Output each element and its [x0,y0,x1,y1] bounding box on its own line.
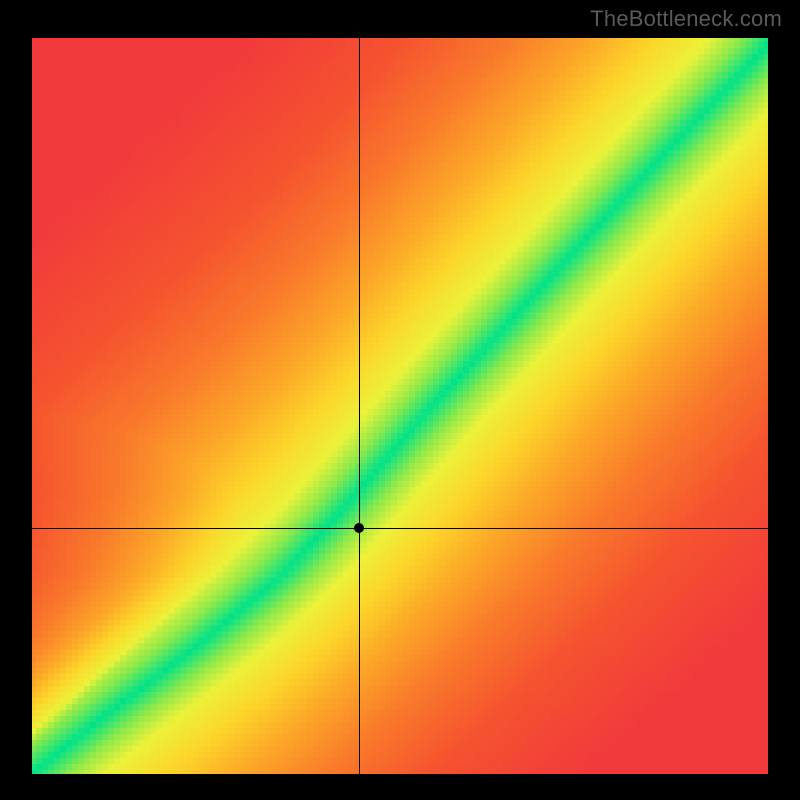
watermark-text: TheBottleneck.com [590,6,782,32]
crosshair-vertical [359,36,360,776]
heatmap-canvas [30,36,770,776]
chart-container: TheBottleneck.com [0,0,800,800]
crosshair-horizontal [30,528,770,529]
plot-frame [30,36,770,776]
